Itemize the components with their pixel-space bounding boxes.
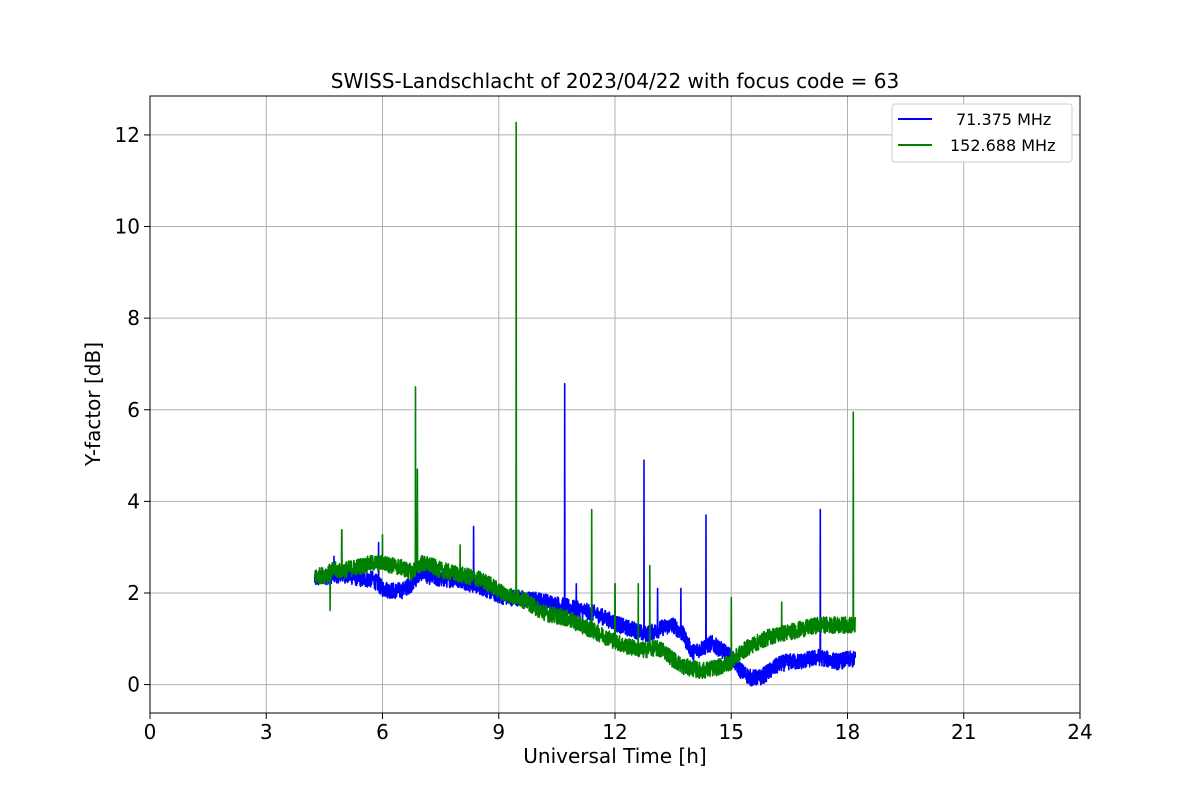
y-tick-label: 10	[115, 215, 140, 239]
x-tick-label: 24	[1067, 720, 1092, 744]
x-tick-label: 6	[376, 720, 389, 744]
x-axis-ticks: 0 3 6 9 12 15 18 21 24	[144, 713, 1093, 744]
y-tick-label: 12	[115, 123, 140, 147]
y-tick-label: 6	[127, 398, 140, 422]
series-line-0	[313, 382, 857, 687]
legend-box	[891, 103, 1073, 163]
y-axis-ticks: 0 2 4 6 8 10 12	[115, 123, 150, 697]
y-axis-label: Y-factor [dB]	[81, 342, 105, 467]
legend-label-71mhz: 71.375 MHz	[956, 110, 1051, 129]
x-tick-label: 9	[492, 720, 505, 744]
x-tick-label: 18	[835, 720, 860, 744]
x-tick-label: 15	[719, 720, 744, 744]
chart-title: SWISS-Landschlacht of 2023/04/22 with fo…	[331, 69, 899, 93]
y-tick-label: 4	[127, 489, 140, 513]
x-tick-label: 0	[144, 720, 157, 744]
x-tick-label: 3	[260, 720, 273, 744]
y-tick-label: 8	[127, 306, 140, 330]
legend: 71.375 MHz 152.688 MHz	[891, 103, 1073, 163]
y-tick-label: 2	[127, 581, 140, 605]
series-line-1	[313, 121, 857, 680]
series-lines	[313, 121, 857, 687]
x-axis-label: Universal Time [h]	[523, 744, 706, 768]
y-tick-label: 0	[127, 673, 140, 697]
x-tick-label: 12	[602, 720, 627, 744]
x-tick-label: 21	[951, 720, 976, 744]
legend-label-152mhz: 152.688 MHz	[950, 136, 1055, 155]
